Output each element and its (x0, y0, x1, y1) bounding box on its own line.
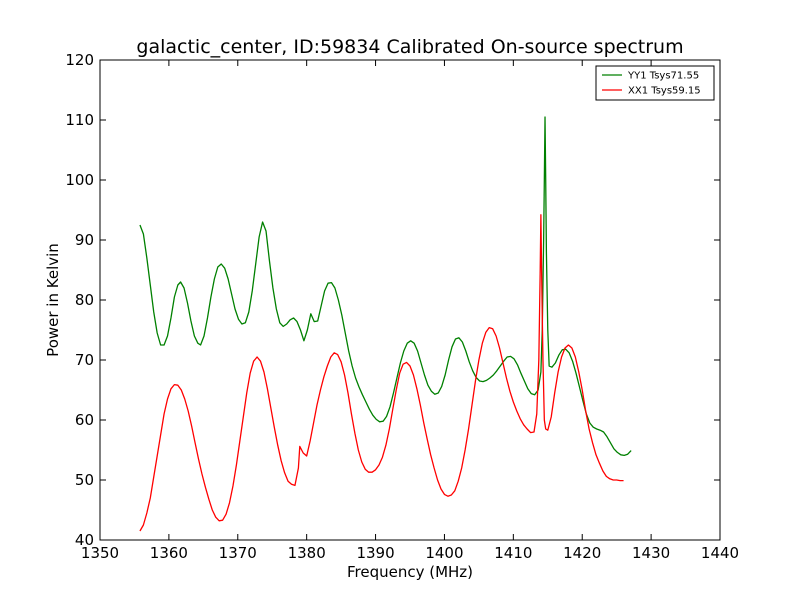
x-tick-label: 1420 (563, 544, 601, 562)
legend-box (595, 65, 715, 101)
y-tick-label: 40 (75, 531, 94, 549)
plot-area: 1350 1360 1370 1380 1390 1400 1410 1420 1430 1440… (65, 51, 739, 562)
x-axis-label: Frequency (MHz) (347, 563, 473, 581)
y-tick-label: 50 (75, 471, 94, 489)
axes-background (100, 60, 720, 540)
x-tick-label: 1430 (632, 544, 670, 562)
y-axis-label: Power in Kelvin (44, 243, 62, 357)
x-tick-label: 1410 (494, 544, 532, 562)
y-tick-label: 110 (65, 111, 94, 129)
x-tick-label: 1390 (356, 544, 394, 562)
chart-title: galactic_center, ID:59834 Calibrated On-… (136, 36, 683, 58)
y-tick-label: 120 (65, 51, 94, 69)
x-tick-label: 1370 (219, 544, 257, 562)
x-tick-label: 1360 (150, 544, 188, 562)
y-tick-label: 100 (65, 171, 94, 189)
series-line-0 (139, 116, 632, 457)
x-tick-label: 1350 (81, 544, 119, 562)
y-tick-label: 70 (75, 351, 94, 369)
series-layer (139, 116, 632, 532)
legend: YY1 Tsys71.55 XX1 Tsys59.15 (595, 65, 715, 101)
x-tick-label: 1440 (701, 544, 739, 562)
tick-layer: 1350 1360 1370 1380 1390 1400 1410 1420 1430 1440… (65, 51, 739, 562)
x-tick-label: 1400 (425, 544, 463, 562)
legend-label-yy1: YY1 Tsys71.55 (627, 71, 699, 82)
y-tick-label: 60 (75, 411, 94, 429)
y-tick-label: 90 (75, 231, 94, 249)
y-tick-label: 80 (75, 291, 94, 309)
series-line-1 (139, 214, 624, 532)
x-tick-label: 1380 (288, 544, 326, 562)
legend-label-xx1: XX1 Tsys59.15 (628, 86, 701, 97)
